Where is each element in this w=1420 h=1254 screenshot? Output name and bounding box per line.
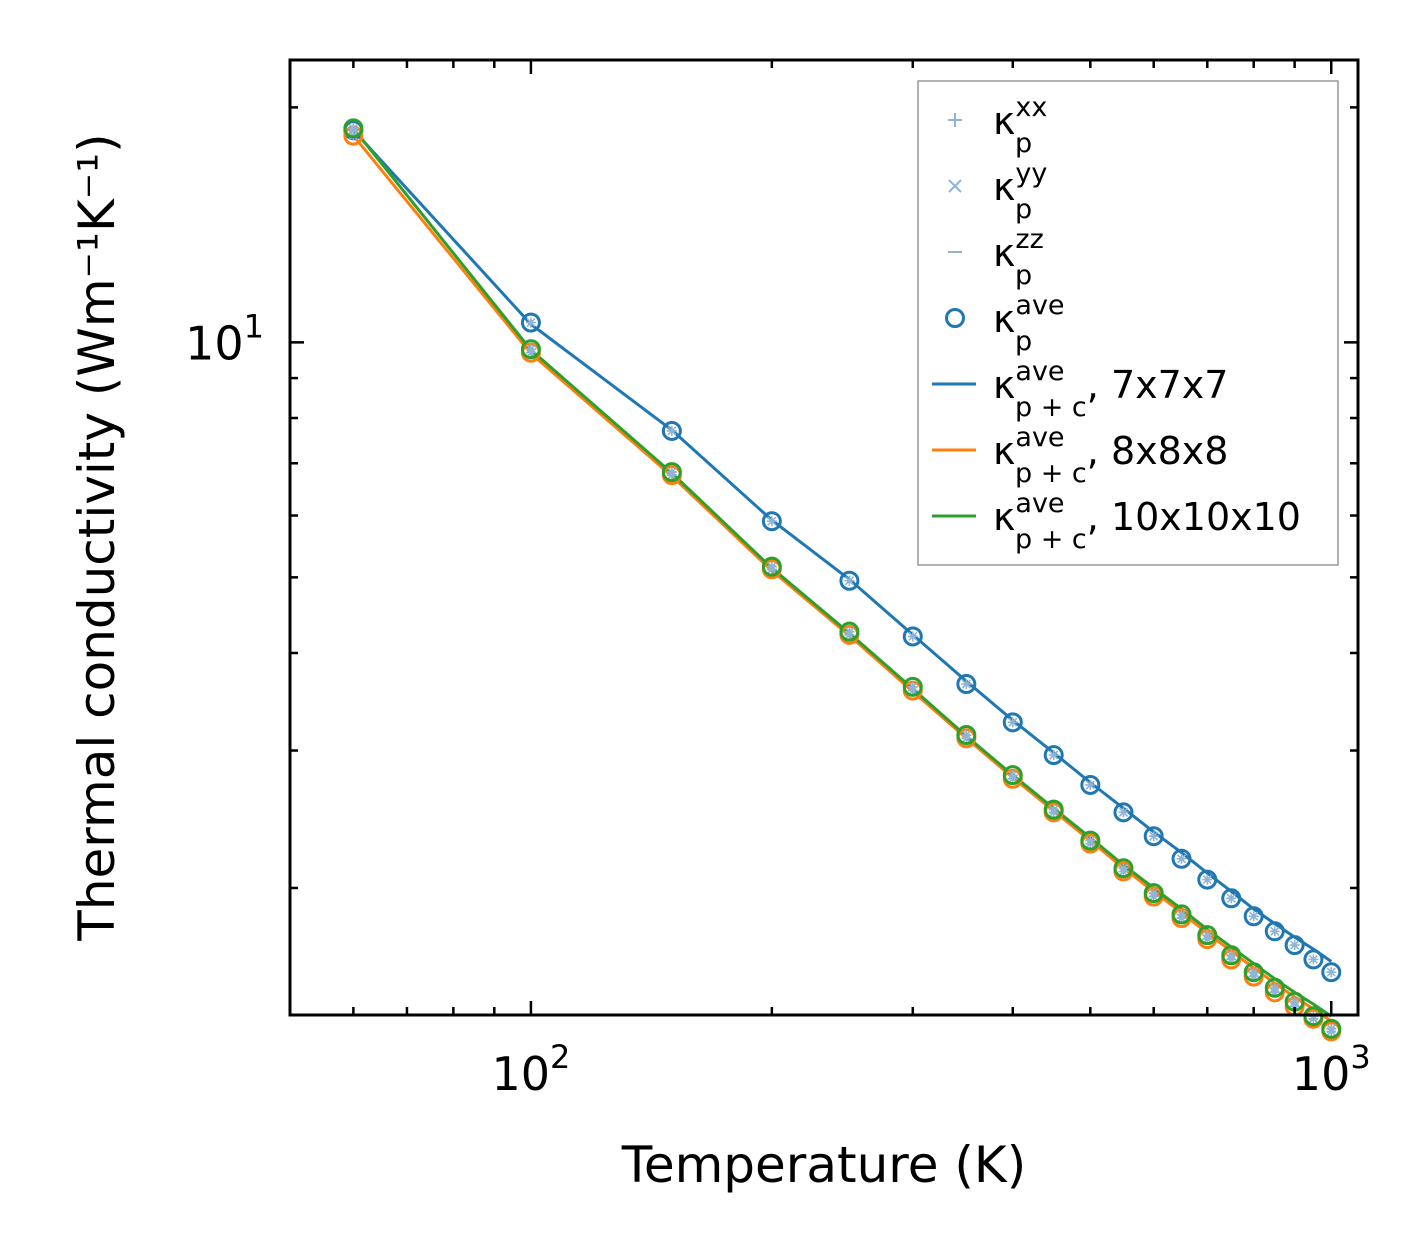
data-point: [1113, 802, 1134, 823]
data-point: [1043, 745, 1064, 766]
data-point: [761, 556, 782, 577]
data-point: [1171, 904, 1192, 925]
legend-cross-marker: [948, 179, 962, 193]
data-point: [1197, 925, 1218, 946]
data-point: [1321, 962, 1342, 983]
data-point: [1303, 949, 1324, 970]
axes: 102 103 101: [185, 58, 1371, 1101]
legend-entry: κyy p: [948, 158, 1047, 225]
data-point: [1284, 935, 1305, 956]
data-point: [1221, 945, 1242, 966]
data-point: [661, 420, 682, 441]
data-point: [1143, 826, 1164, 847]
data-point: [1113, 858, 1134, 879]
plot-frame: [288, 58, 1360, 1017]
data-point: [343, 118, 364, 139]
data-point: [1080, 830, 1101, 851]
legend-box: [917, 80, 1339, 566]
legend-entry: κave p + c, 10x10x10: [932, 488, 1301, 555]
legend-label: κave p + c, 7x7x7: [993, 356, 1228, 423]
data-point: [1221, 888, 1242, 909]
data-point: [1002, 712, 1023, 733]
data-point: [1002, 765, 1023, 786]
data-point: [1243, 906, 1264, 927]
data-point: [956, 674, 977, 695]
legend-label: κxx p: [993, 92, 1047, 159]
line-series-7x7x7: [352, 129, 1333, 963]
data-point: [956, 725, 977, 746]
x-tick-label: 103: [1292, 1038, 1371, 1101]
data-point: [1197, 869, 1218, 890]
legend-entry: κave p: [945, 290, 1065, 357]
legend-circle-marker: [945, 308, 965, 328]
legend-label: κave p + c, 10x10x10: [993, 488, 1301, 555]
data-point: [520, 312, 541, 333]
data-point: [839, 621, 860, 642]
data-point: [520, 339, 541, 360]
legend-plus-marker: [948, 113, 962, 127]
line-series-10x10x10: [352, 127, 1333, 1018]
data-point: [1243, 962, 1264, 983]
data-point: [661, 462, 682, 483]
legend-entry: κave p + c, 7x7x7: [932, 356, 1228, 423]
data-point: [1171, 848, 1192, 869]
data-point: [902, 676, 923, 697]
legend-label: κave p + c, 8x8x8: [993, 422, 1228, 489]
data-point: [902, 626, 923, 647]
data-point: [761, 511, 782, 532]
legend-label: κave p: [993, 290, 1065, 357]
data-point: [1080, 774, 1101, 795]
legend-label: κzz p: [993, 224, 1044, 291]
y-tick-label: 101: [185, 307, 264, 370]
data-point: [1321, 1018, 1342, 1039]
legend-entry: κzz p: [948, 224, 1044, 291]
series-markers: [343, 118, 1342, 1042]
data-point: [1043, 799, 1064, 820]
data-point: [1264, 977, 1285, 998]
x-tick-label: 102: [491, 1038, 570, 1101]
data-point: [839, 570, 860, 591]
data-point: [1264, 921, 1285, 942]
data-point: [1143, 883, 1164, 904]
legend-entry: κave p + c, 8x8x8: [932, 422, 1228, 489]
legend-entry: κxx p: [948, 92, 1047, 159]
x-axis-label: Temperature (K): [621, 1136, 1026, 1194]
y-axis-label: Thermal conductivity (Wm⁻¹K⁻¹): [68, 133, 126, 941]
legend-label: κyy p: [993, 158, 1047, 225]
